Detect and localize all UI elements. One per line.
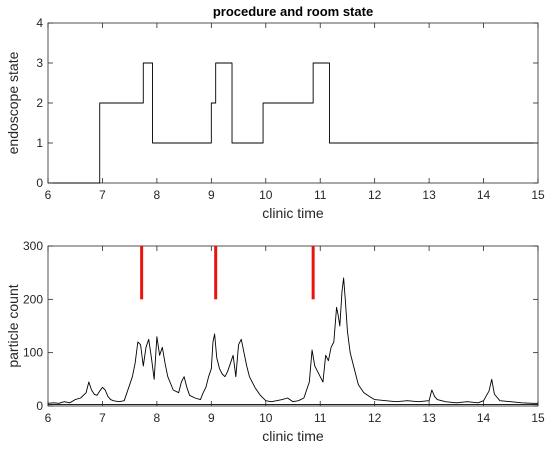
chart-title: procedure and room state — [213, 4, 373, 19]
y-tick-label: 3 — [36, 56, 43, 70]
y-axis-label: endoscope state — [5, 51, 21, 154]
x-tick-label: 9 — [208, 411, 215, 425]
x-tick-label: 10 — [259, 188, 273, 202]
x-tick-label: 15 — [531, 411, 545, 425]
x-tick-label: 6 — [45, 188, 52, 202]
y-tick-label: 2 — [36, 96, 43, 110]
x-tick-label: 9 — [208, 188, 215, 202]
x-tick-label: 13 — [422, 411, 436, 425]
x-tick-label: 11 — [314, 411, 327, 425]
axes-box — [47, 245, 539, 407]
x-axis-label: clinic time — [262, 205, 324, 221]
y-tick-label: 200 — [23, 292, 43, 306]
x-tick-label: 8 — [154, 411, 161, 425]
x-axis-label: clinic time — [262, 428, 324, 444]
x-tick-label: 12 — [368, 188, 382, 202]
x-tick-label: 7 — [99, 188, 106, 202]
x-tick-label: 11 — [314, 188, 327, 202]
x-tick-label: 8 — [154, 188, 161, 202]
x-tick-label: 14 — [477, 188, 491, 202]
y-tick-label: 0 — [36, 176, 43, 190]
x-tick-label: 15 — [531, 188, 545, 202]
y-tick-label: 4 — [36, 16, 43, 30]
x-tick-label: 10 — [259, 411, 273, 425]
x-tick-label: 7 — [99, 411, 106, 425]
y-axis-label: particle count — [5, 284, 21, 367]
series-line-0 — [48, 62, 538, 184]
y-tick-label: 0 — [36, 399, 43, 413]
y-tick-label: 1 — [36, 136, 43, 150]
series-line-0 — [47, 277, 538, 404]
x-tick-label: 12 — [368, 411, 382, 425]
bottom-chart: 6 7 8 9 10 11 12 13 14 15 0 100 200 300 clinic time par… — [5, 239, 545, 444]
x-tick-label: 14 — [477, 411, 491, 425]
y-tick-label: 100 — [23, 346, 43, 360]
x-tick-label: 13 — [422, 188, 436, 202]
x-tick-label: 6 — [45, 411, 52, 425]
y-tick-label: 300 — [23, 239, 43, 253]
